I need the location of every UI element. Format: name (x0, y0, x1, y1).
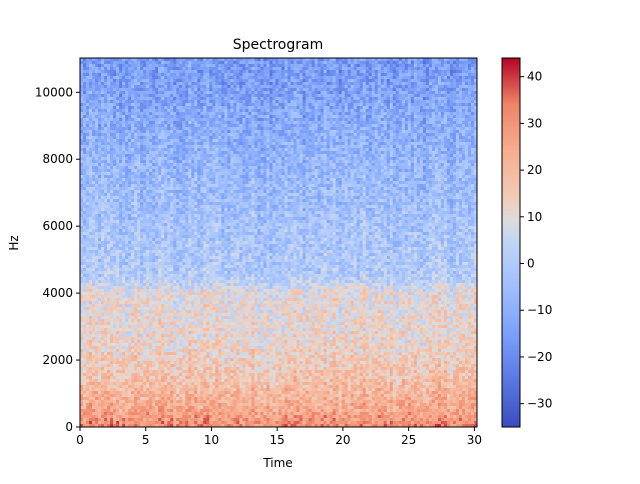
y-tick-label: 0 (65, 420, 73, 434)
colorbar (502, 58, 520, 427)
colorbar-tick-label: −20 (527, 350, 552, 364)
colorbar-tick-label: 40 (527, 70, 542, 84)
colorbar-tick-label: −30 (527, 397, 552, 411)
x-axis-label: Time (262, 456, 292, 470)
colorbar-tick-label: 30 (527, 116, 542, 130)
x-tick-label: 30 (467, 433, 482, 447)
y-axis-label: Hz (7, 235, 21, 250)
x-axis: 0 5 10 15 20 25 30 (76, 427, 482, 447)
y-tick-label: 6000 (42, 219, 73, 233)
y-axis: 0 2000 4000 6000 8000 10000 (35, 85, 80, 434)
x-tick-label: 10 (204, 433, 219, 447)
y-tick-label: 10000 (35, 85, 73, 99)
colorbar-tick-label: 20 (527, 163, 542, 177)
x-tick-label: 25 (401, 433, 416, 447)
x-tick-label: 5 (142, 433, 150, 447)
heatmap-image (80, 58, 478, 428)
x-tick-label: 15 (270, 433, 285, 447)
colorbar-tick-label: 10 (527, 210, 542, 224)
y-tick-label: 2000 (42, 353, 73, 367)
colorbar-axis: 40 30 20 10 0 −10 −20 −30 (520, 70, 552, 411)
x-tick-label: 0 (76, 433, 84, 447)
colorbar-tick-label: −10 (527, 303, 552, 317)
y-tick-label: 8000 (42, 152, 73, 166)
colorbar-tick-label: 0 (527, 257, 535, 271)
x-tick-label: 20 (335, 433, 350, 447)
y-tick-label: 4000 (42, 286, 73, 300)
chart-title: Spectrogram (233, 37, 323, 53)
